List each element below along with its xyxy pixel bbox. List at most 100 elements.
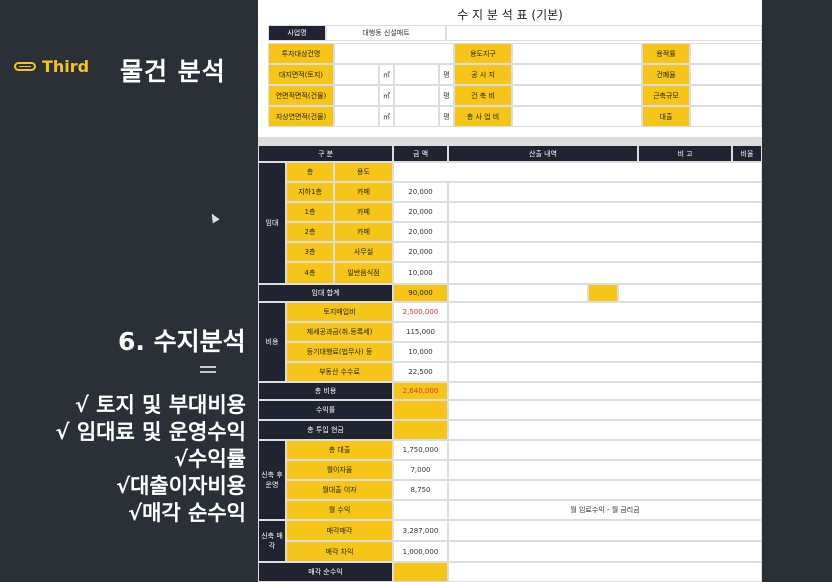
bullet-item: √ 토지 및 부대비용 [74,393,246,417]
page-title: 물건 분석 [120,57,226,86]
left-panel: Third 물건 분석 6. 수지분석 √ 토지 및 부대비용 √ 임대료 및 … [0,0,258,582]
col-header: 금 액 [393,145,448,162]
spreadsheet-document: 수 지 분 석 표 (기본) 사업명 대행동 신설매트 투자대상건명 용도지구 … [258,0,762,582]
unit-label: 평 [439,85,454,106]
mouse-cursor-icon [208,211,220,224]
sale-detail [448,520,762,541]
rent-total-highlight [588,284,618,302]
unit-label: ㎡ [379,106,394,127]
loan-label: 월이자율 [286,460,393,480]
cost-amount: 2,500,000 [393,302,448,322]
rent-use: 카페 [334,202,393,222]
rent-detail [448,182,762,202]
cost-group-label: 비용 [258,302,286,382]
rent-total-detail [448,284,588,302]
section-gap [258,137,762,145]
info-label: 건 축 비 [454,85,512,106]
right-margin [762,0,832,582]
info-value [334,85,379,106]
info-value [690,106,762,127]
info-value [690,43,762,64]
info-value [512,43,642,64]
rent-detail [448,202,762,222]
col-header: 구 분 [258,145,393,162]
rent-subheader: 용도 [334,162,393,182]
rent-use: 카페 [334,182,393,202]
bullet-list: √ 토지 및 부대비용 √ 임대료 및 운영수익 √수익률 √대출이자비용 √매… [56,392,247,527]
invest-amount [393,420,448,440]
project-value: 대행동 신설매트 [326,25,446,41]
col-header: 비 고 [638,145,732,162]
info-label: 총 사 업 비 [454,106,512,127]
info-value [690,85,762,106]
info-value [512,64,642,85]
invest-label: 총 투입 현금 [258,420,393,440]
sale-net-detail [448,562,762,582]
loan-label: 월대출 이자 [286,480,393,500]
loan-amount: 8,750 [393,480,448,500]
rent-floor: 지하1층 [286,182,334,202]
info-label: 용도지구 [454,43,512,64]
col-header: 산출 내역 [448,145,638,162]
unit-label: 평 [439,106,454,127]
info-value [394,85,439,106]
total-cost-label: 총 비용 [258,382,393,400]
rent-group-label: 임대 [258,162,286,284]
divider [200,366,216,368]
divider [200,371,216,373]
invest-detail [448,420,762,440]
bullet-item: √ 임대료 및 운영수익 [55,420,247,444]
sale-group-label: 신축 매각 [258,520,286,562]
info-label: 대출 [642,106,690,127]
info-value [690,64,762,85]
cost-amount: 115,000 [393,322,448,342]
cost-detail [448,302,762,322]
loan-amount: 7,000 [393,460,448,480]
rent-amount: 10,000 [393,262,448,284]
info-label: 근축규모 [642,85,690,106]
pill-icon [14,62,36,71]
info-value [512,85,642,106]
unit-label: ㎡ [379,64,394,85]
sale-amount: 3,287,000 [393,520,448,541]
rent-amount: 20,000 [393,222,448,242]
info-label: 대지면적(토지) [268,64,334,85]
rent-total-label: 임대 합계 [258,284,393,302]
section-tag: Third [14,57,89,76]
document-title: 수 지 분 석 표 (기본) [457,8,563,22]
sale-amount: 1,000,000 [393,541,448,562]
info-label: 공 시 지 [454,64,512,85]
project-label: 사업명 [268,25,326,41]
rent-detail [448,222,762,242]
loan-detail [448,480,762,500]
loan-group-label: 신축 후 운영 [258,440,286,520]
yield-detail [448,400,762,420]
info-label: 연면적면적(건물) [268,85,334,106]
rent-amount: 20,000 [393,182,448,202]
cost-label: 부동산 수수료 [286,362,393,382]
rent-floor: 2층 [286,222,334,242]
cost-label: 토지매입비 [286,302,393,322]
rent-amount: 20,000 [393,242,448,262]
loan-amount [393,500,448,520]
rent-floor: 4층 [286,262,334,284]
yield-amount [393,400,448,420]
info-label: 용적률 [642,43,690,64]
sale-label: 매각 차익 [286,541,393,562]
project-value-fill [446,25,762,41]
rent-floor: 1층 [286,202,334,222]
rent-total-amount: 90,000 [393,284,448,302]
rent-use: 카페 [334,222,393,242]
rent-total-fill [618,284,762,302]
monthly-note: 월 임료수익 - 월 금리금 [448,500,762,520]
section-title: 6. 수지분석 [118,327,246,356]
cost-detail [448,322,762,342]
loan-label: 월 수익 [286,500,393,520]
rent-floor: 3층 [286,242,334,262]
info-value [334,106,379,127]
info-value [394,64,439,85]
loan-amount: 1,750,000 [393,440,448,460]
rent-detail [448,262,762,284]
info-value [334,43,454,64]
rent-subheader: 층 [286,162,334,182]
